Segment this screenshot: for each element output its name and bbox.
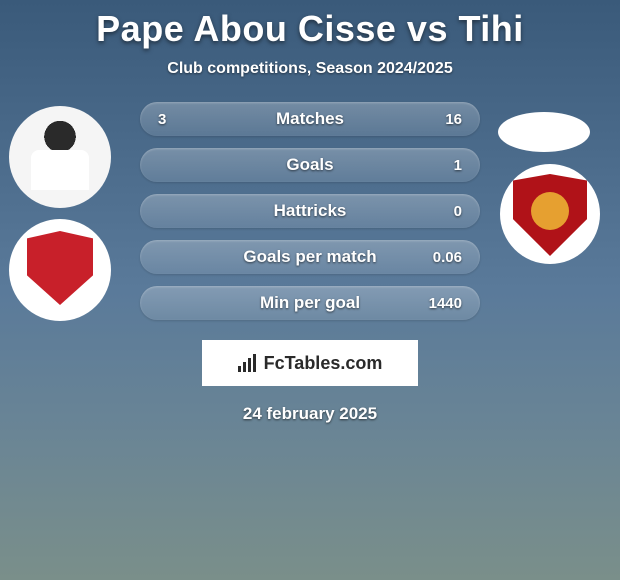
stat-bar: Goals 1 <box>140 148 480 182</box>
stat-bar: Min per goal 1440 <box>140 286 480 320</box>
stat-label: Hattricks <box>140 201 480 221</box>
stat-right-value: 16 <box>445 111 462 128</box>
stat-bar: Goals per match 0.06 <box>140 240 480 274</box>
snapshot-date: 24 february 2025 <box>0 404 620 424</box>
stat-bar: Hattricks 0 <box>140 194 480 228</box>
stat-label: Matches <box>140 109 480 129</box>
stat-label: Goals per match <box>140 247 480 267</box>
brand-text: FcTables.com <box>264 353 383 374</box>
stat-right-value: 1 <box>454 157 462 174</box>
player-left-club-crest <box>9 219 111 321</box>
stat-label: Goals <box>140 155 480 175</box>
stat-left-value: 3 <box>158 111 166 128</box>
bar-chart-icon <box>238 354 260 372</box>
comparison-content: 3 Matches 16 Goals 1 Hattricks 0 Goals p… <box>0 102 620 424</box>
stat-right-value: 1440 <box>429 295 462 312</box>
page-subtitle: Club competitions, Season 2024/2025 <box>0 60 620 78</box>
stat-bars: 3 Matches 16 Goals 1 Hattricks 0 Goals p… <box>140 102 480 320</box>
stat-right-value: 0.06 <box>433 249 462 266</box>
stat-right-value: 0 <box>454 203 462 220</box>
header: Pape Abou Cisse vs Tihi Club competition… <box>0 0 620 78</box>
player-right-photo <box>498 112 590 152</box>
player-left-photo <box>9 106 111 208</box>
stat-bar: 3 Matches 16 <box>140 102 480 136</box>
brand-badge: FcTables.com <box>202 340 418 386</box>
player-right-club-crest <box>500 164 600 264</box>
page-title: Pape Abou Cisse vs Tihi <box>0 8 620 50</box>
